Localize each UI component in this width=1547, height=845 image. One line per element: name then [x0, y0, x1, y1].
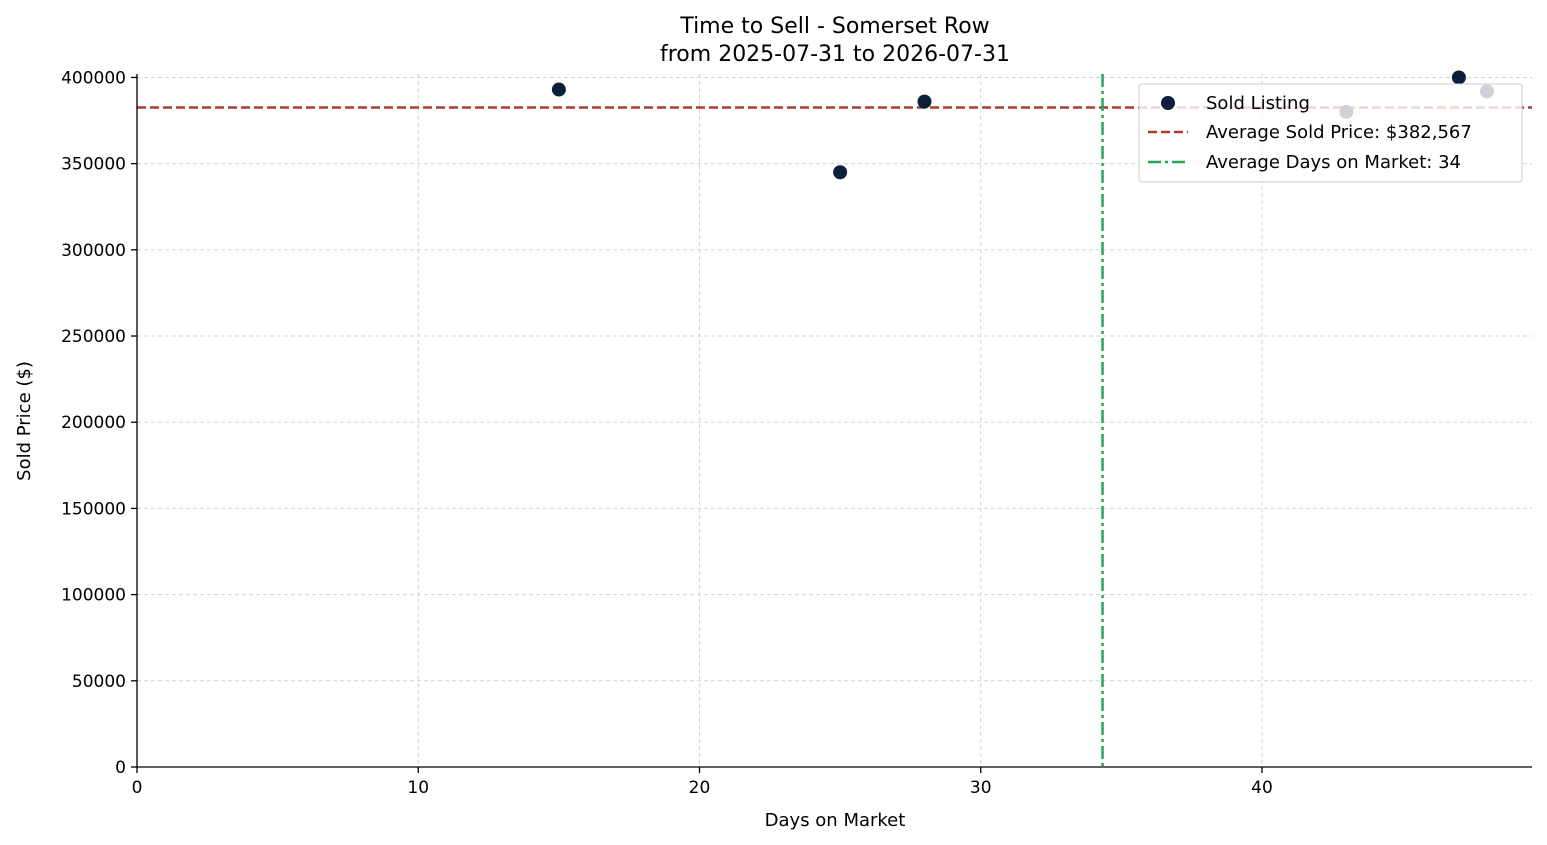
legend: Sold Listing Average Sold Price: $382,56… [1138, 83, 1523, 183]
legend-label-sold-listing: Sold Listing [1206, 93, 1310, 114]
data-point [1451, 70, 1466, 85]
chart-title-line2: from 2025-07-31 to 2026-07-31 [660, 42, 1010, 67]
legend-marker-sold-listing [1161, 96, 1175, 110]
x-tick-label: 10 [407, 778, 429, 798]
legend-label-average-days: Average Days on Market: 34 [1206, 152, 1461, 173]
legend-box [1138, 83, 1523, 183]
data-point [551, 82, 566, 97]
chart-title-line1: Time to Sell - Somerset Row [679, 14, 989, 39]
data-point [833, 165, 848, 180]
x-tick-label: 30 [970, 778, 992, 798]
x-tick-label: 20 [689, 778, 711, 798]
y-axis-ticks: 0 50000 100000 150000 200000 250000 300000 3500… [61, 68, 137, 778]
y-tick-label: 300000 [61, 241, 126, 261]
y-tick-label: 50000 [72, 672, 126, 692]
data-point [917, 94, 932, 109]
x-axis-label: Days on Market [765, 810, 906, 831]
legend-label-average-price: Average Sold Price: $382,567 [1206, 122, 1472, 143]
x-tick-label: 0 [132, 778, 143, 798]
y-axis-label: Sold Price ($) [14, 361, 35, 481]
y-tick-label: 0 [115, 758, 126, 778]
x-axis-ticks: 0 10 20 30 40 [132, 767, 1273, 798]
y-tick-label: 350000 [61, 155, 126, 175]
x-tick-label: 40 [1251, 778, 1273, 798]
y-tick-label: 100000 [61, 586, 126, 606]
y-tick-label: 250000 [61, 327, 126, 347]
y-tick-label: 400000 [61, 68, 126, 88]
y-tick-label: 150000 [61, 499, 126, 519]
y-tick-label: 200000 [61, 413, 126, 433]
